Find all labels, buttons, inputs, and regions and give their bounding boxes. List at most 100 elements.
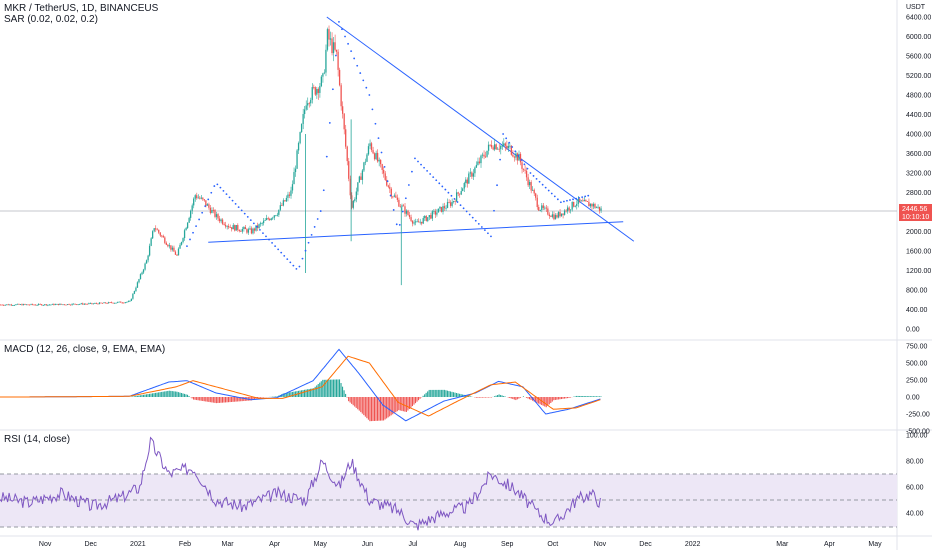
macd-bar (313, 388, 315, 397)
candle-body (115, 302, 117, 304)
macd-bar (142, 394, 144, 397)
macd-bar (215, 397, 217, 404)
candle-body (404, 206, 406, 214)
candle-body (542, 205, 544, 209)
candle-body (342, 106, 344, 114)
candle-body (68, 304, 70, 305)
sar-dot (529, 172, 532, 174)
macd-bar (153, 393, 155, 397)
sar-dot (338, 20, 340, 23)
sar-dot (274, 245, 277, 248)
macd-bar (433, 389, 435, 397)
sar-dot (213, 185, 216, 187)
candle-body (457, 192, 459, 194)
macd-bar (418, 397, 420, 401)
candle-body (323, 72, 326, 74)
macd-bar (346, 397, 348, 398)
candle-body (6, 304, 8, 306)
sar-dot (517, 154, 520, 157)
sar-dot (386, 180, 389, 183)
macd-bar (468, 395, 470, 397)
candle-body (550, 216, 552, 217)
sar-dot (496, 184, 498, 187)
macd-bar (228, 397, 230, 403)
candle-body (186, 222, 189, 228)
candle-body (337, 51, 339, 70)
candle-body (519, 153, 522, 163)
sar-dot (511, 146, 514, 148)
candle-body (320, 76, 323, 87)
macd-bar (487, 397, 490, 398)
candle-body (421, 221, 423, 224)
macd-bar (387, 397, 389, 418)
sar-dot (526, 167, 529, 170)
macd-bar (133, 396, 135, 397)
sar-dot (374, 122, 377, 125)
sar-dot (584, 195, 587, 198)
candle-body (28, 304, 31, 306)
macd-bar (522, 396, 524, 397)
sar-dot (298, 265, 301, 268)
candle-body (387, 185, 389, 187)
macd-tick-label: -250.00 (906, 412, 930, 419)
candle-body (532, 189, 534, 191)
sar-dot (438, 182, 441, 185)
macd-bar (591, 396, 593, 397)
price-tick-label: 4800.00 (906, 93, 931, 100)
candle-body (217, 214, 219, 219)
macd-bar (311, 388, 313, 397)
candle-body (238, 230, 240, 232)
candle-body (159, 232, 161, 236)
sar-dot (444, 188, 447, 191)
macd-bar (507, 397, 509, 398)
candle-body (439, 206, 441, 209)
macd-bar (576, 395, 578, 397)
candle-body (498, 148, 500, 150)
sar-dot (432, 176, 435, 178)
macd-bar (562, 397, 564, 399)
candle-body (433, 210, 435, 212)
candle-body (481, 154, 484, 156)
candle-body (554, 215, 557, 220)
macd-bar (469, 396, 471, 397)
macd-bar (237, 397, 239, 402)
macd-bar (559, 397, 561, 400)
candle-body (30, 303, 32, 305)
macd-axis-ticks: 750.00 500.00 250.00 0.00 -250.00 -500.00 (906, 344, 930, 436)
candle-body (65, 304, 67, 306)
macd-bar (381, 397, 383, 421)
macd-bar (288, 392, 290, 397)
macd-bar (241, 397, 243, 402)
candle-body (486, 150, 488, 157)
macd-bar (258, 397, 260, 398)
macd-bar (322, 379, 324, 397)
candle-body (94, 303, 96, 304)
macd-bar (340, 383, 342, 397)
candle-body (465, 179, 467, 183)
macd-bar (249, 397, 251, 401)
candle-body (179, 244, 181, 249)
macd-bar (370, 397, 372, 422)
candle-body (183, 230, 186, 239)
sar-dot (198, 218, 201, 221)
candle-body (573, 201, 575, 207)
candle-body (547, 208, 549, 215)
sar-label: SAR (0.02, 0.02, 0.2) (4, 14, 98, 25)
candle-body (586, 201, 589, 203)
candle-body (492, 147, 494, 150)
candle-body (104, 302, 107, 304)
macd-bar (287, 392, 289, 397)
sar-dot (435, 179, 438, 182)
macd-bar (410, 397, 412, 408)
candle-body (282, 200, 285, 206)
candle-body (305, 105, 307, 110)
macd-bar (407, 397, 409, 411)
macd-bar (554, 397, 556, 400)
candle-body (247, 229, 250, 233)
macd-bar (364, 397, 366, 417)
candle-body (477, 161, 479, 165)
sar-dot (490, 235, 492, 238)
candle-body (167, 244, 169, 247)
candle-body (497, 148, 499, 150)
